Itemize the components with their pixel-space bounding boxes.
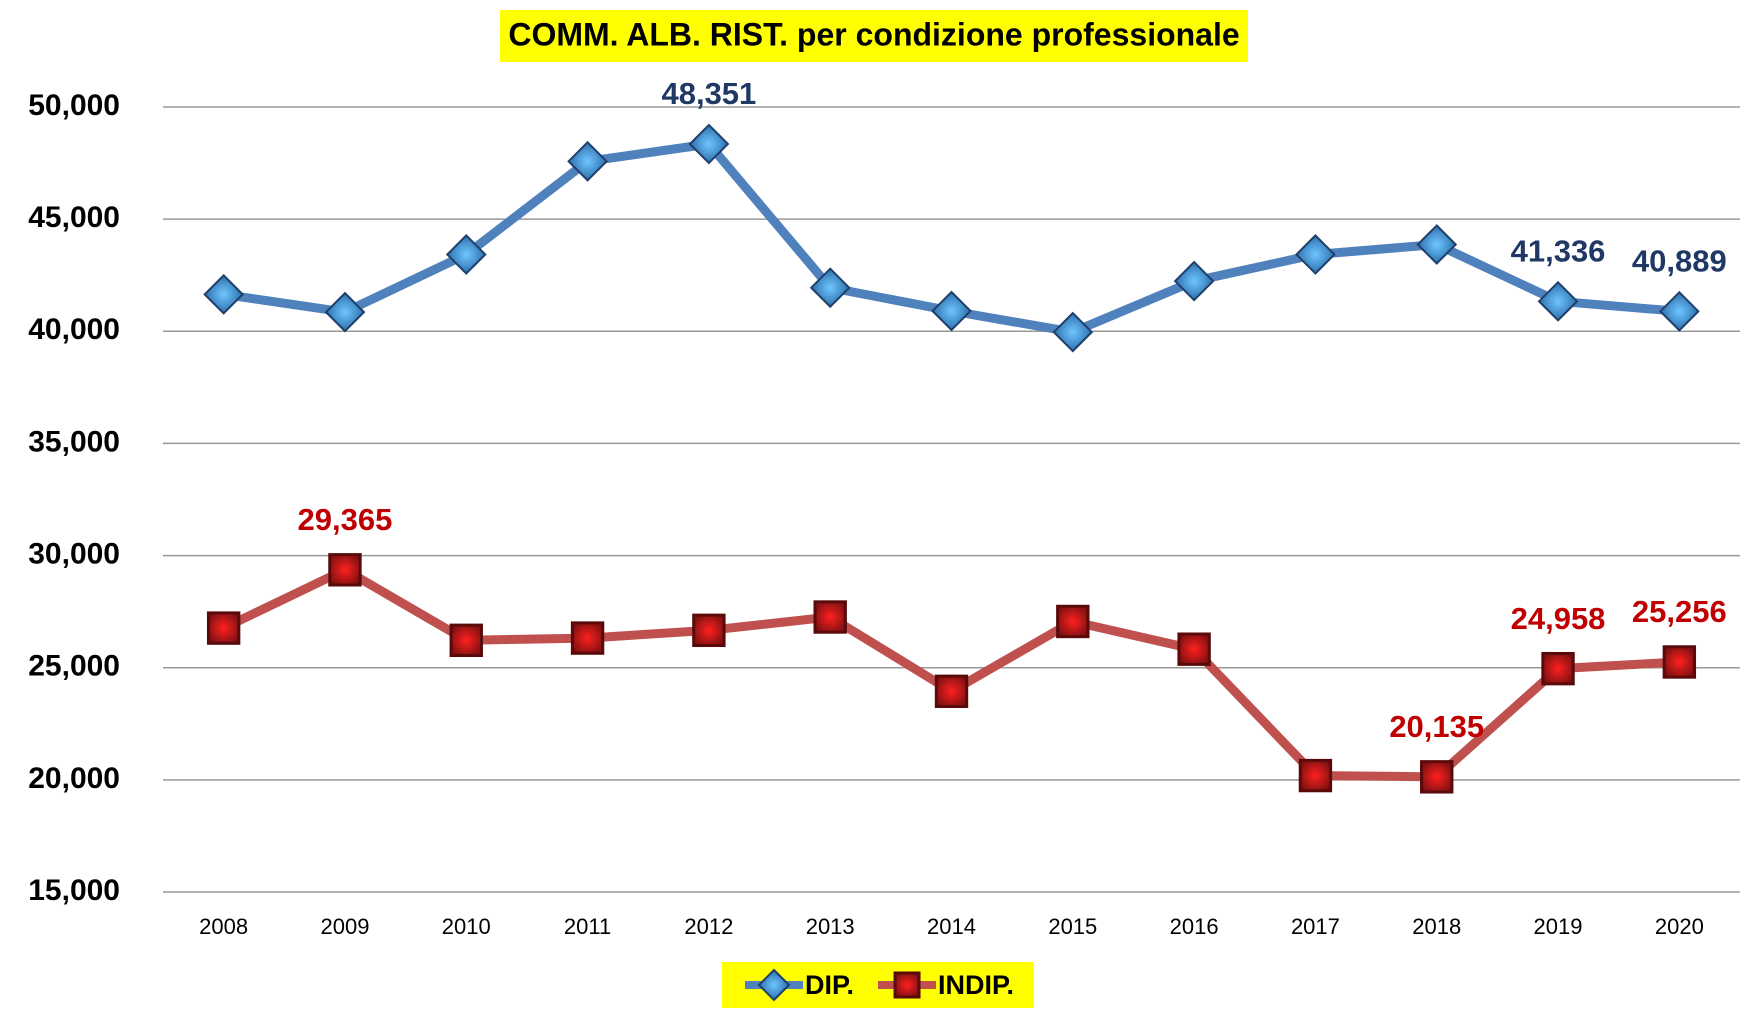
data-label: 24,958	[1511, 601, 1606, 636]
marker	[692, 613, 726, 648]
y-tick-label: 25,000	[28, 650, 120, 683]
y-tick-label: 15,000	[28, 874, 120, 907]
x-tick-label: 2015	[1048, 914, 1097, 939]
y-tick-label: 20,000	[28, 762, 120, 795]
marker	[449, 623, 483, 658]
y-tick-label: 35,000	[28, 425, 120, 458]
x-tick-label: 2018	[1412, 914, 1461, 939]
marker	[813, 600, 847, 634]
marker	[1177, 632, 1211, 666]
marker	[1537, 280, 1579, 322]
y-tick-label: 30,000	[28, 537, 120, 570]
x-tick-label: 2016	[1170, 914, 1219, 939]
x-tick-label: 2010	[442, 914, 491, 939]
series-line	[221, 565, 1680, 782]
marker	[934, 674, 969, 709]
y-tick-label: 50,000	[28, 89, 120, 122]
data-label: 29,365	[298, 502, 393, 537]
chart-title: COMM. ALB. RIST. per condizione professi…	[508, 16, 1239, 52]
marker	[1658, 290, 1700, 332]
legend-marker	[757, 968, 791, 1002]
data-label: 20,135	[1389, 709, 1484, 744]
y-tick-label: 40,000	[28, 313, 120, 346]
marker	[1420, 760, 1454, 794]
y-tick-label: 45,000	[28, 201, 120, 234]
marker	[688, 123, 730, 165]
marker	[1295, 234, 1336, 275]
marker	[809, 267, 851, 309]
marker	[203, 273, 245, 315]
legend-label: INDIP.	[938, 970, 1014, 1000]
data-label: 48,351	[661, 76, 756, 111]
marker	[1298, 758, 1333, 793]
x-tick-label: 2008	[199, 914, 248, 939]
data-label: 25,256	[1632, 594, 1727, 629]
marker	[1056, 604, 1090, 639]
marker	[1173, 260, 1215, 302]
marker	[567, 140, 608, 182]
marker	[206, 611, 241, 645]
x-tick-label: 2020	[1655, 914, 1704, 939]
x-tick-label: 2009	[320, 914, 369, 939]
x-tick-label: 2014	[927, 914, 976, 939]
data-label: 41,336	[1511, 234, 1606, 269]
marker	[570, 621, 605, 655]
legend-label: DIP.	[805, 970, 854, 1000]
marker	[1416, 224, 1458, 265]
marker	[1052, 311, 1094, 353]
marker	[328, 553, 362, 587]
marker	[324, 291, 366, 333]
x-tick-label: 2017	[1291, 914, 1340, 939]
x-tick-label: 2011	[564, 914, 611, 939]
title-background	[500, 10, 1248, 62]
marker	[1541, 651, 1575, 686]
marker	[931, 290, 972, 332]
data-label: 40,889	[1632, 244, 1727, 279]
x-tick-label: 2012	[684, 914, 733, 939]
marker	[445, 234, 487, 275]
legend-marker	[893, 971, 921, 999]
x-tick-label: 2019	[1534, 914, 1583, 939]
marker	[1662, 645, 1697, 679]
x-tick-label: 2013	[806, 914, 855, 939]
